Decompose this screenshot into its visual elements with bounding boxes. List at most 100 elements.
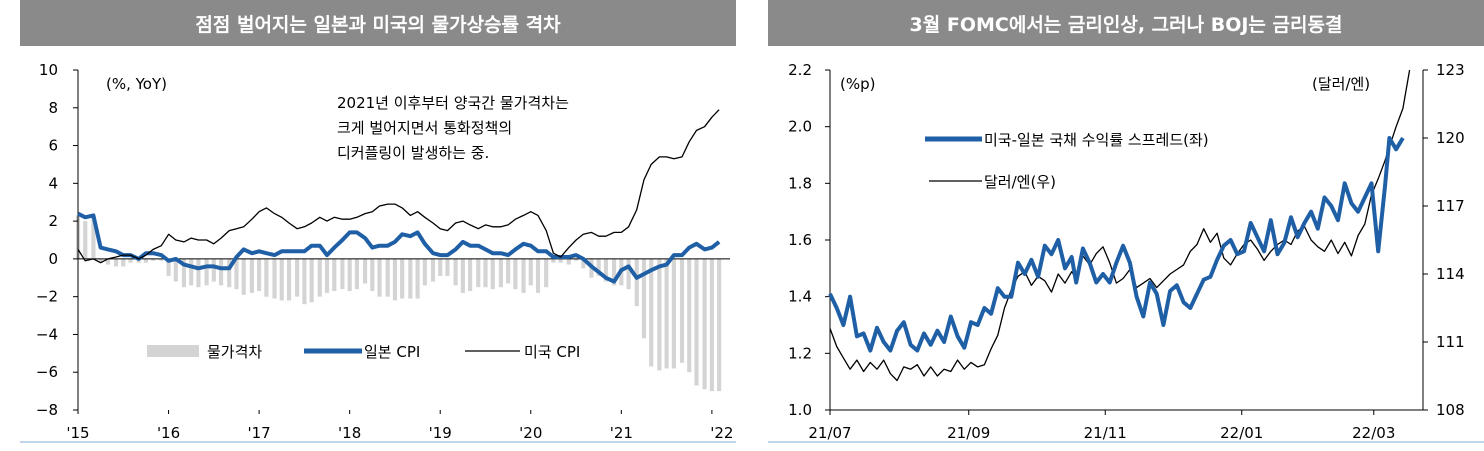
gap-bar (422, 258, 427, 286)
unit-label: (%, YoY) (106, 75, 167, 93)
annotation-line-1: 2021년 이후부터 양국간 물가격차는 (337, 94, 569, 112)
gap-bar (445, 258, 450, 276)
gap-bar (687, 258, 692, 373)
y-tick-label: −8 (36, 401, 58, 419)
spread-line (828, 136, 1405, 353)
gap-bar (377, 258, 382, 297)
gap-bar (128, 258, 133, 263)
chart-panel-spread: 3월 FOMC에서는 금리인상, 그러나 BOJ는 금리동결 (%p) (달러/… (768, 0, 1484, 451)
legend-usdjpy-label: 달러/엔(우) (984, 173, 1056, 191)
gap-bar (347, 258, 352, 291)
gap-bar (430, 258, 436, 282)
y2-tick-label: 123 (1436, 61, 1465, 79)
gap-bar (664, 258, 669, 369)
gap-bar (98, 258, 103, 263)
y2-tick-label: 114 (1436, 265, 1465, 283)
unit-left-label: (%p) (840, 75, 875, 93)
gap-bar (483, 258, 488, 288)
gap-bar (612, 258, 617, 286)
gap-bar (506, 258, 511, 284)
gap-bar (332, 258, 337, 291)
y-tick-label: 1.0 (788, 401, 812, 419)
gap-bar (340, 258, 345, 290)
gap-bar (400, 258, 405, 299)
x-tick-label: 21/11 (1084, 424, 1127, 442)
gap-bar (641, 258, 647, 339)
gap-bar (211, 258, 216, 282)
gap-bar (279, 258, 284, 301)
gap-bar (241, 258, 246, 295)
gap-bar (490, 258, 495, 290)
gap-bar (649, 258, 654, 367)
gap-bar (159, 258, 164, 261)
legend-gap-label: 물가격차 (207, 343, 262, 361)
x-tick-label: '15 (66, 424, 89, 442)
gap-bar (528, 258, 533, 286)
y-tick-label: 1.6 (788, 231, 812, 249)
japan-cpi-line (77, 211, 721, 284)
gap-bar (166, 258, 171, 276)
x-tick-label: '16 (157, 424, 180, 442)
gap-bar (558, 258, 563, 263)
x-tick-label: 21/07 (808, 424, 851, 442)
y-tick-label: 4 (48, 174, 58, 192)
y2-tick-label: 111 (1436, 333, 1465, 351)
gap-bar (408, 258, 413, 299)
y-tick-label: 0 (48, 250, 58, 268)
annotation-line-3: 디커플링이 발생하는 중. (337, 144, 489, 162)
y-tick-label: 2.2 (788, 61, 812, 79)
y-tick-label: −2 (36, 288, 58, 306)
gap-bar (143, 258, 148, 263)
y-tick-label: 10 (39, 61, 58, 79)
gap-bar (694, 258, 699, 386)
y-tick-label: 1.8 (788, 174, 812, 192)
gap-bar (385, 258, 390, 297)
cpi-chart-svg: (%, YoY) 2021년 이후부터 양국간 물가격차는 크게 벌어지면서 통… (20, 61, 736, 443)
gap-bar (596, 258, 601, 276)
y2-tick-label: 120 (1436, 129, 1465, 147)
x-tick-label: '17 (248, 424, 271, 442)
x-tick-label: 22/01 (1220, 424, 1263, 442)
gap-bar (189, 258, 194, 286)
gap-bar (272, 258, 277, 299)
gap-bar (671, 258, 676, 369)
gap-bar (83, 221, 88, 259)
chart-title-cpi: 점점 벌어지는 일본과 미국의 물가상승률 격차 (20, 0, 736, 46)
gap-bar (302, 258, 307, 305)
gap-bar (535, 258, 541, 293)
gap-bar (151, 258, 156, 261)
gap-bar (370, 258, 375, 291)
x-tick-label: '18 (338, 424, 361, 442)
legend-us-label: 미국 CPI (524, 343, 580, 361)
gap-bar (709, 258, 714, 392)
legend-gap-swatch (147, 345, 199, 357)
gap-bar (354, 258, 359, 290)
gap-bar (113, 258, 119, 267)
y-tick-label: 6 (48, 137, 58, 155)
y-tick-label: −4 (36, 325, 58, 343)
y-tick-label: −6 (36, 363, 58, 381)
gap-bar (181, 258, 187, 288)
gap-bar (392, 258, 398, 301)
unit-right-label: (달러/엔) (1312, 75, 1370, 93)
gap-bar (295, 258, 300, 297)
gap-bar (227, 258, 232, 288)
gap-bar (513, 258, 518, 290)
gap-bar (460, 258, 465, 293)
y-tick-label: 2.0 (788, 118, 812, 136)
gap-bar (286, 258, 292, 301)
y-tick-label: 1.4 (788, 288, 812, 306)
gap-bar (324, 258, 330, 293)
gap-bar (544, 258, 549, 288)
annotation-line-2: 크게 벌어지면서 통화정책의 (337, 119, 512, 137)
gap-bar (657, 258, 662, 371)
legend-japan-label: 일본 CPI (364, 343, 420, 361)
gap-bar (234, 258, 239, 290)
y-tick-label: 1.2 (788, 344, 812, 362)
spread-chart-svg: (%p) (달러/엔) 미국-일본 국채 수익률 스프레드(좌) 달러/엔(우)… (768, 61, 1484, 443)
chart-title-spread: 3월 FOMC에서는 금리인상, 그러나 BOJ는 금리동결 (768, 0, 1484, 46)
y-tick-label: 2 (48, 212, 58, 230)
gap-bar (219, 258, 224, 286)
gap-bar (121, 258, 126, 267)
gap-bar (566, 258, 571, 265)
